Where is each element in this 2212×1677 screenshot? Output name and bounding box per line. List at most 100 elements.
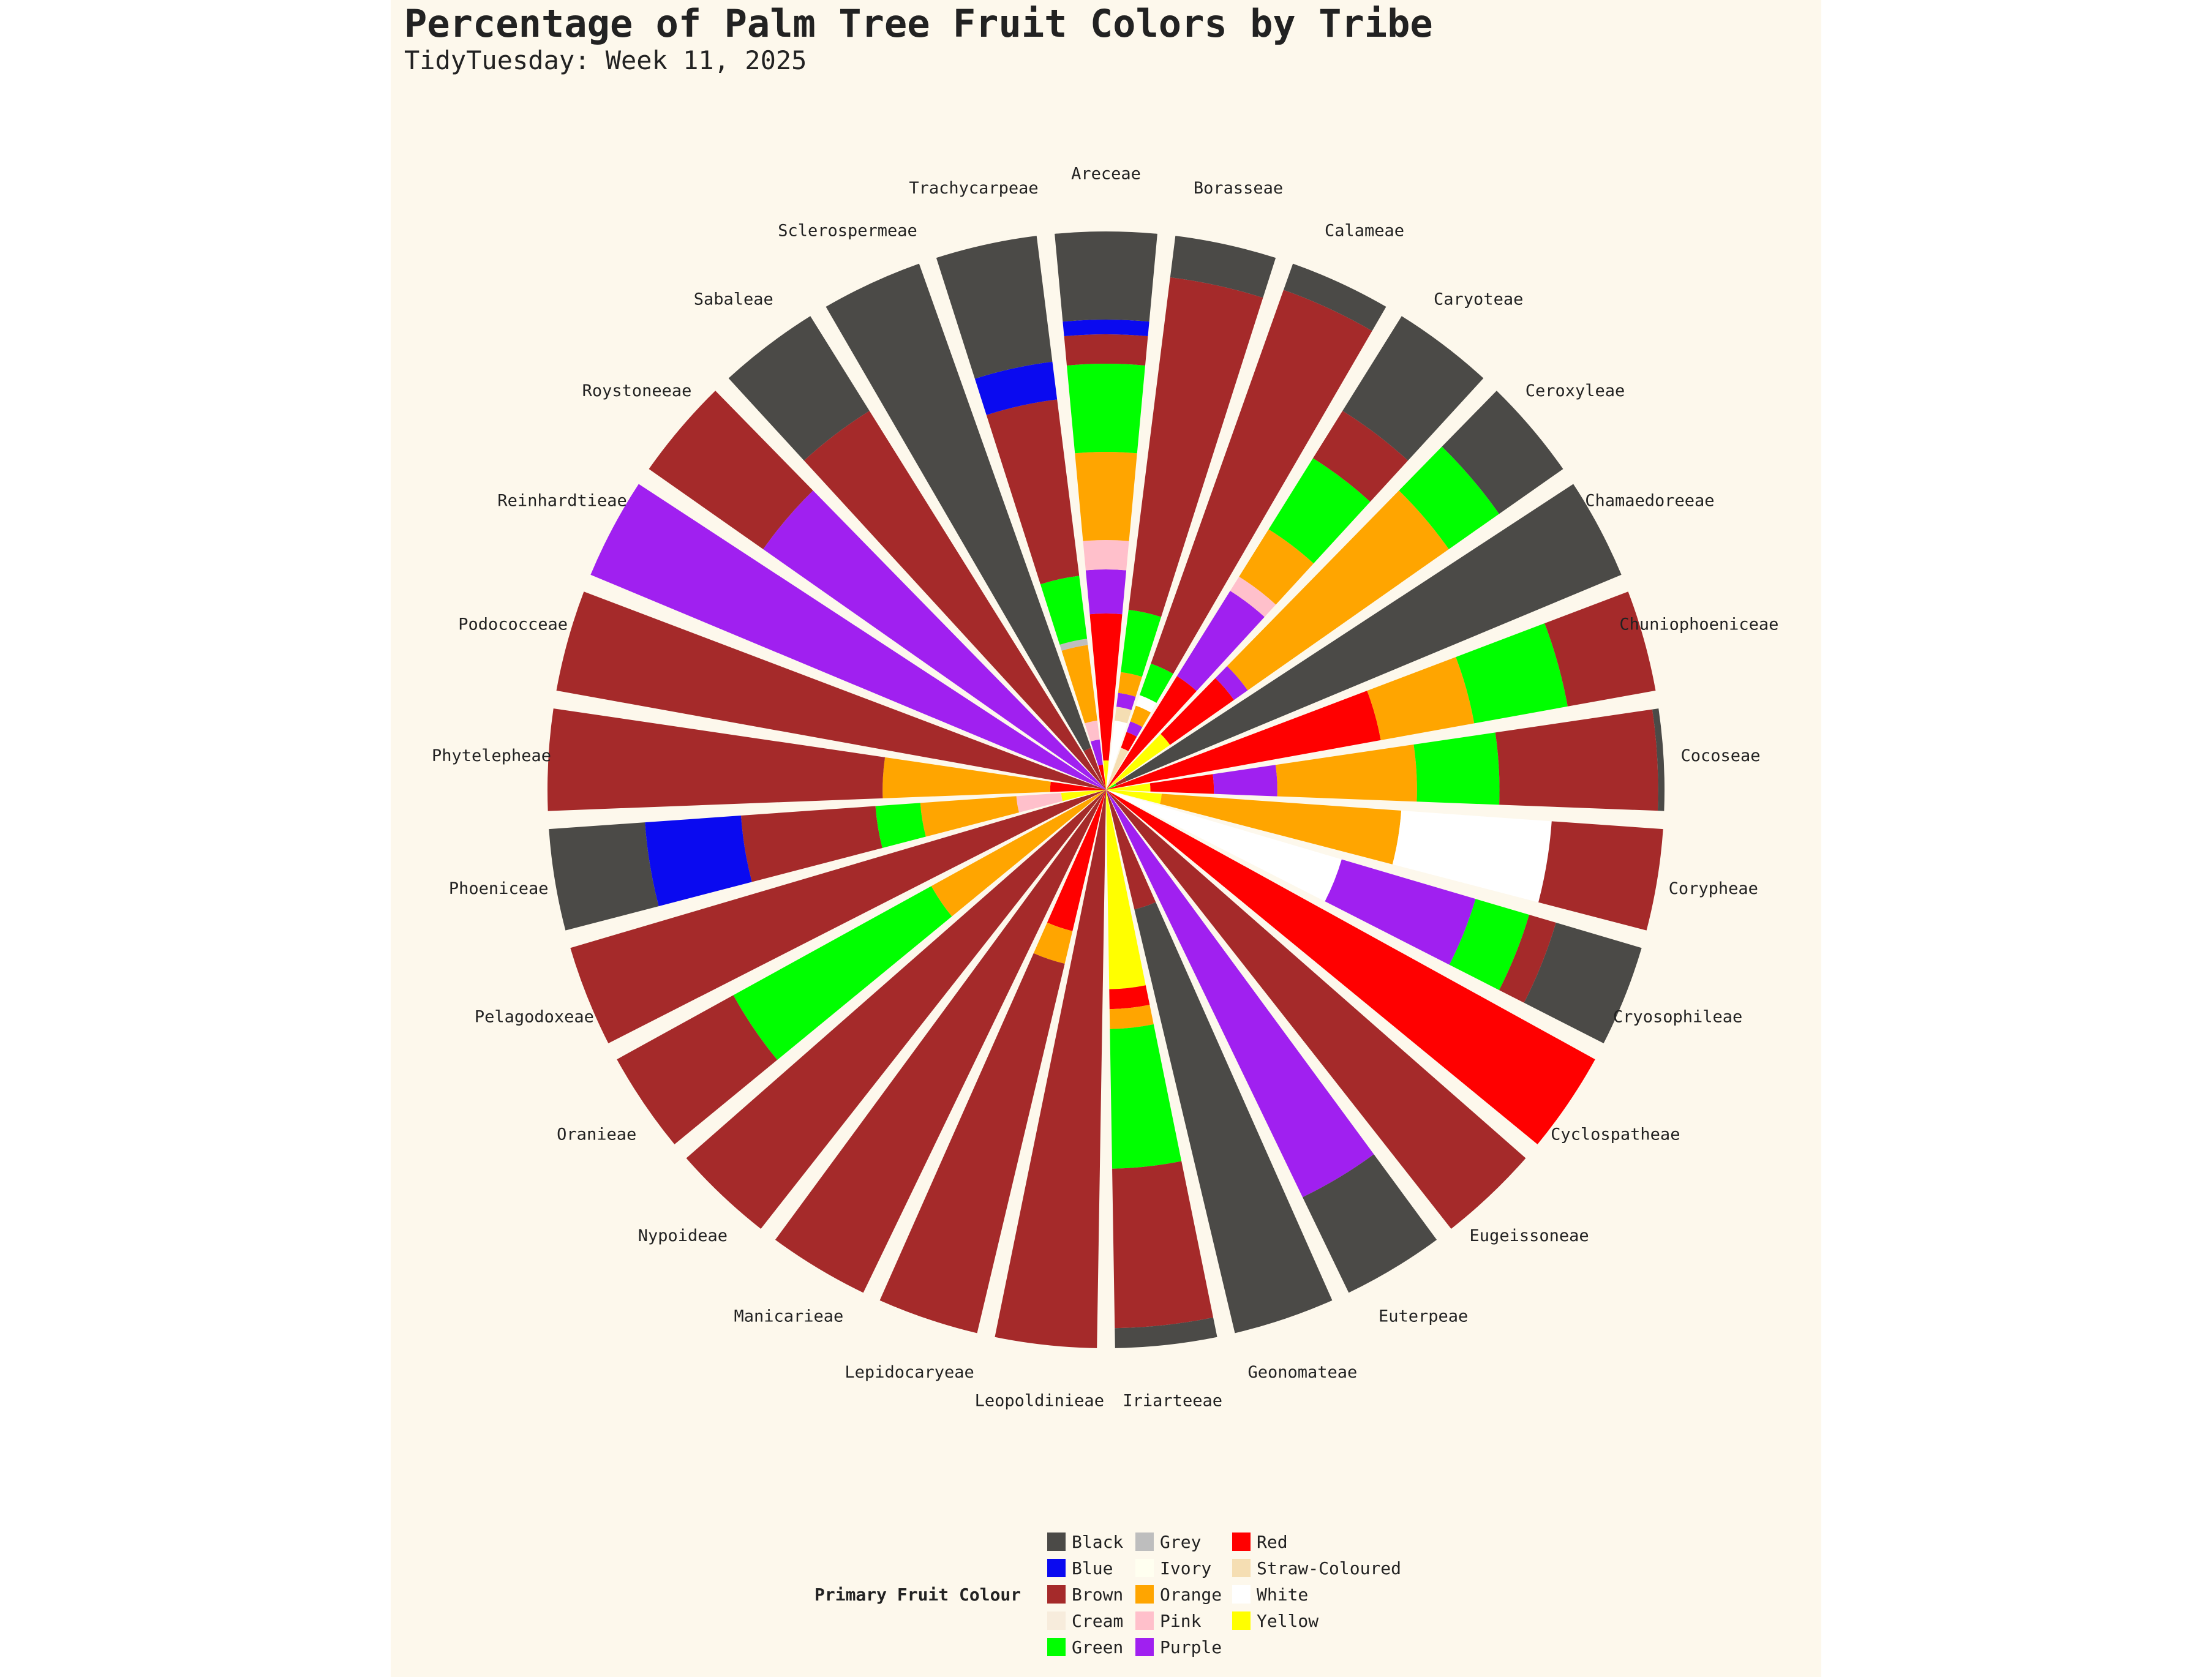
tick-label-ceroxyleae: Ceroxyleae: [1525, 381, 1625, 400]
tick-label-calameae: Calameae: [1325, 221, 1404, 240]
bar-segment-lepidocaryeae-brown: [879, 953, 1065, 1334]
tick-label-phoeniceae: Phoeniceae: [449, 879, 549, 898]
bar-segment-corypheae-white: [1392, 811, 1552, 902]
bar-segment-borasseae-black: [1170, 236, 1276, 298]
tick-label-oranieae: Oranieae: [557, 1125, 636, 1144]
tick-label-sclerospermeae: Sclerospermeae: [778, 221, 917, 240]
legend-label-green: Green: [1072, 1637, 1124, 1657]
bar-segment-leopoldinieae-brown: [995, 790, 1106, 1348]
bar-segment-cocoseae-purple: [1213, 765, 1277, 797]
bar-segment-euterpeae-black: [1303, 1154, 1437, 1293]
bar-segment-phoeniceae-brown: [740, 806, 882, 882]
bar-segment-cyclospatheae-red: [1106, 790, 1595, 1145]
bar-segment-pelagodoxeae-brown: [570, 790, 1106, 1044]
bar-segment-trachycarpeae-black: [936, 236, 1053, 379]
bar-segment-phytelepheae-orange: [882, 757, 1051, 798]
tick-label-caryoteae: Caryoteae: [1434, 290, 1523, 309]
bar-segment-caryoteae-black: [1342, 316, 1484, 461]
legend-label-brown: Brown: [1072, 1584, 1124, 1605]
bar-segment-areceae-pink: [1083, 540, 1129, 571]
bar-segment-podococceae-brown: [556, 591, 1106, 790]
bar-segment-iriarteeae-yellow: [1106, 790, 1146, 989]
tick-label-reinhardtieae: Reinhardtieae: [497, 492, 626, 511]
bar-segment-caryoteae-red: [1106, 676, 1197, 790]
legend-item-yellow: Yellow: [1232, 1610, 1319, 1632]
legend-key-yellow: [1232, 1611, 1251, 1630]
legend-item-pink: Pink: [1135, 1610, 1201, 1632]
bar-segment-trachycarpeae-brown: [986, 399, 1080, 585]
bar-segment-borasseae-brown: [1128, 277, 1263, 617]
tick-label-chuniophoeniceae: Chuniophoeniceae: [1619, 615, 1778, 634]
bar-segment-phoeniceae-green: [875, 803, 926, 849]
tick-label-chamaedoreeae: Chamaedoreeae: [1585, 492, 1714, 511]
tick-label-phytelepheae: Phytelepheae: [432, 746, 551, 765]
tick-label-euterpeae: Euterpeae: [1379, 1307, 1468, 1326]
legend-label-purple: Purple: [1160, 1637, 1222, 1657]
bar-segment-phoeniceae-blue: [645, 816, 752, 907]
tick-label-eugeissoneae: Eugeissoneae: [1470, 1226, 1589, 1245]
bar-segment-lepidocaryeae-red: [1047, 790, 1106, 931]
legend-key-white: [1232, 1585, 1251, 1604]
bar-segment-ceroxyleae-purple: [1215, 666, 1248, 700]
bar-segment-trachycarpeae-grey: [1059, 639, 1088, 651]
bar-segment-areceae-green: [1067, 364, 1145, 454]
legend-item-green: Green: [1047, 1636, 1123, 1658]
bar-segment-iriarteeae-red: [1109, 985, 1150, 1010]
bar-segment-calameae-red: [1121, 732, 1137, 751]
bar-segment-calameae-white: [1135, 695, 1157, 713]
bar-segment-borasseae-green: [1121, 609, 1162, 677]
legend-key-orange: [1135, 1585, 1154, 1604]
legend-label-black: Black: [1072, 1531, 1124, 1552]
bar-segment-caryoteae-orange: [1239, 529, 1314, 605]
legend-item-black: Black: [1047, 1531, 1123, 1553]
tick-label-manicarieae: Manicarieae: [734, 1307, 843, 1326]
bar-segment-ceroxyleae-red: [1161, 678, 1234, 745]
legend-item-brown: Brown: [1047, 1583, 1123, 1605]
bar-segment-calameae-orange: [1130, 705, 1151, 727]
bar-segment-trachycarpeae-blue: [974, 361, 1058, 415]
bar-segment-caryoteae-brown: [1312, 411, 1409, 502]
bar-segment-cryosophileae-black: [1524, 922, 1642, 1044]
legend-item-orange: Orange: [1135, 1583, 1222, 1605]
bar-segment-nypoideae-brown: [686, 790, 1106, 1229]
bar-segment-iriarteeae-green: [1110, 1024, 1182, 1169]
bar-segment-areceae-blue: [1063, 319, 1149, 337]
bar-segment-chuniophoeniceae-green: [1456, 623, 1568, 724]
chart-subtitle: TidyTuesday: Week 11, 2025: [404, 45, 807, 75]
tick-label-iriarteeae: Iriarteeae: [1123, 1392, 1222, 1411]
legend-item-purple: Purple: [1135, 1636, 1222, 1658]
bar-segment-borasseae-purple: [1116, 692, 1136, 710]
tick-label-cryosophileae: Cryosophileae: [1613, 1008, 1742, 1027]
bar-segment-phoeniceae-orange: [920, 796, 1019, 837]
bar-segment-calameae-straw-coloured: [1106, 748, 1129, 790]
bar-segment-chuniophoeniceae-orange: [1367, 657, 1475, 740]
legend-item-cream: Cream: [1047, 1610, 1123, 1632]
bar-segment-phytelepheae-brown: [547, 708, 886, 811]
tick-label-pelagodoxeae: Pelagodoxeae: [475, 1008, 594, 1027]
bar-segment-phoeniceae-black: [549, 822, 659, 931]
legend-key-grey: [1135, 1533, 1154, 1551]
bar-segment-chamaedoreeae-brown: [1115, 778, 1127, 786]
tick-label-leopoldinieae: Leopoldinieae: [975, 1392, 1104, 1411]
tick-label-geonomateae: Geonomateae: [1247, 1363, 1357, 1382]
legend-label-white: White: [1257, 1584, 1309, 1605]
bar-segment-roystoneeae-purple: [763, 490, 1106, 790]
tick-label-trachycarpeae: Trachycarpeae: [909, 179, 1038, 198]
bar-segment-trachycarpeae-pink: [1085, 720, 1100, 742]
bar-segment-phoeniceae-yellow: [1061, 790, 1106, 801]
bar-segment-areceae-brown: [1064, 334, 1148, 366]
bar-segment-caryoteae-purple: [1176, 591, 1265, 691]
legend-item-red: Red: [1232, 1531, 1288, 1553]
legend-label-yellow: Yellow: [1257, 1610, 1319, 1631]
bar-segment-trachycarpeae-red: [1098, 764, 1106, 790]
legend-key-cream: [1047, 1611, 1066, 1630]
bar-segment-corypheae-orange: [1160, 793, 1402, 865]
bar-segment-iriarteeae-orange: [1109, 1005, 1154, 1029]
legend-key-ivory: [1135, 1559, 1154, 1577]
bar-segment-sabaleae-brown: [803, 411, 1106, 790]
tick-labels-layer: Areceae Borasseae Calameae Caryoteae Ceroxyl…: [432, 165, 1778, 1411]
legend-label-blue: Blue: [1072, 1558, 1113, 1578]
bar-segment-cryosophileae-purple: [1325, 859, 1476, 965]
bar-segment-sabaleae-black: [728, 316, 870, 461]
bar-segment-sclerospermeae-black: [826, 263, 1091, 751]
